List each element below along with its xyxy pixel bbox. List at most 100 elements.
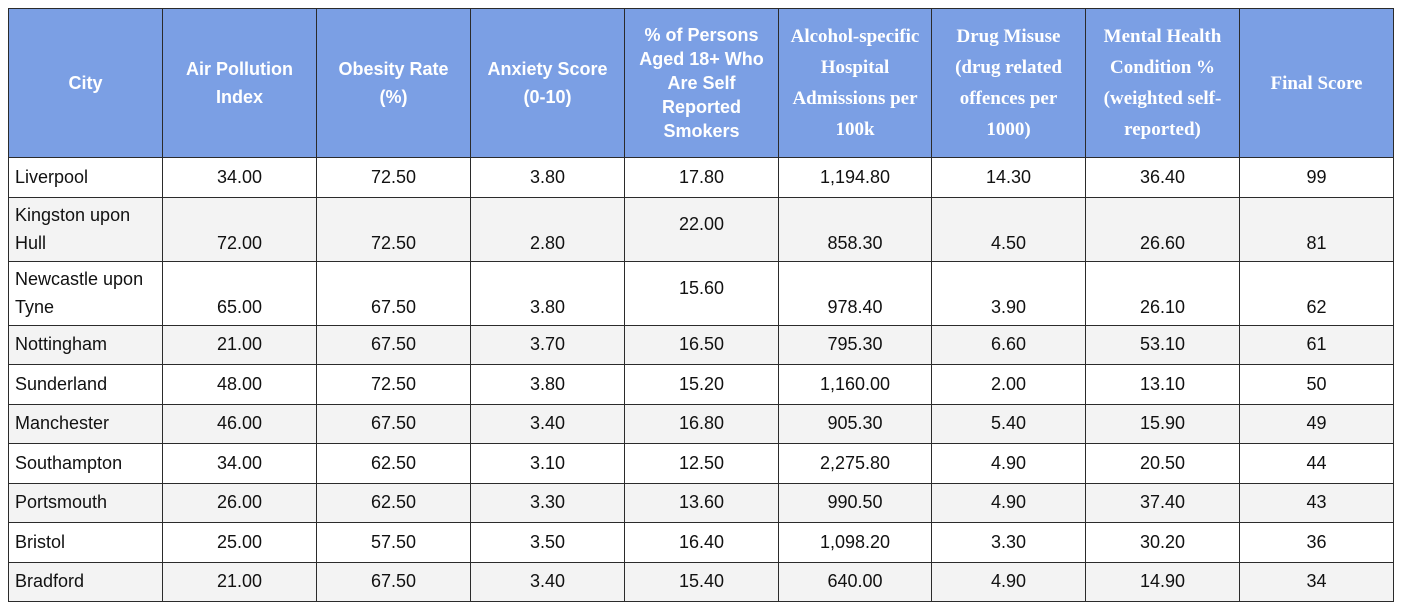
- table-row: Bradford 21.00 67.50 3.40 15.40 640.00 4…: [8, 561, 1394, 602]
- cell-final-score: 61: [1239, 324, 1394, 365]
- cell-air-pollution: 25.00: [162, 522, 317, 563]
- cell-anxiety: 3.10: [470, 443, 625, 484]
- cell-final-score: 62: [1239, 260, 1394, 326]
- cell-obesity: 72.50: [316, 364, 471, 405]
- cell-drug-misuse: 2.00: [931, 364, 1086, 405]
- table-row: Kingston upon Hull 72.00 72.50 2.80 22.0…: [8, 196, 1394, 262]
- table-row: Newcastle upon Tyne 65.00 67.50 3.80 15.…: [8, 260, 1394, 326]
- cell-city: Nottingham: [8, 324, 163, 365]
- header-alcohol: Alcohol-specific Hospital Admissions per…: [778, 8, 932, 158]
- cell-alcohol: 905.30: [778, 403, 932, 444]
- cell-final-score: 44: [1239, 443, 1394, 484]
- cell-mental-health: 30.20: [1085, 522, 1240, 563]
- cell-drug-misuse: 4.90: [931, 561, 1086, 602]
- cell-air-pollution: 65.00: [162, 260, 317, 326]
- cell-final-score: 99: [1239, 157, 1394, 198]
- cell-mental-health: 36.40: [1085, 157, 1240, 198]
- cell-smokers: 16.50: [624, 324, 779, 365]
- cell-alcohol: 1,098.20: [778, 522, 932, 563]
- cell-obesity: 57.50: [316, 522, 471, 563]
- cell-drug-misuse: 3.30: [931, 522, 1086, 563]
- table-row: Portsmouth 26.00 62.50 3.30 13.60 990.50…: [8, 482, 1394, 523]
- cell-alcohol: 640.00: [778, 561, 932, 602]
- cell-drug-misuse: 6.60: [931, 324, 1086, 365]
- cell-obesity: 67.50: [316, 561, 471, 602]
- cell-mental-health: 13.10: [1085, 364, 1240, 405]
- table-row: Manchester 46.00 67.50 3.40 16.80 905.30…: [8, 403, 1394, 444]
- cell-final-score: 34: [1239, 561, 1394, 602]
- cell-mental-health: 14.90: [1085, 561, 1240, 602]
- cell-drug-misuse: 5.40: [931, 403, 1086, 444]
- table-row: Nottingham 21.00 67.50 3.70 16.50 795.30…: [8, 324, 1394, 365]
- cell-final-score: 49: [1239, 403, 1394, 444]
- cell-anxiety: 3.80: [470, 157, 625, 198]
- cell-city: Bradford: [8, 561, 163, 602]
- table-header: City Air Pollution Index Obesity Rate (%…: [8, 8, 1394, 158]
- header-city: City: [8, 8, 163, 158]
- cell-air-pollution: 34.00: [162, 443, 317, 484]
- cell-alcohol: 795.30: [778, 324, 932, 365]
- cell-city: Newcastle upon Tyne: [8, 260, 163, 326]
- cell-air-pollution: 34.00: [162, 157, 317, 198]
- cell-alcohol: 1,194.80: [778, 157, 932, 198]
- cell-smokers: 17.80: [624, 157, 779, 198]
- cell-anxiety: 2.80: [470, 196, 625, 262]
- cell-air-pollution: 21.00: [162, 324, 317, 365]
- cell-smokers: 16.80: [624, 403, 779, 444]
- cell-final-score: 36: [1239, 522, 1394, 563]
- cell-mental-health: 20.50: [1085, 443, 1240, 484]
- cell-obesity: 72.50: [316, 157, 471, 198]
- cell-mental-health: 53.10: [1085, 324, 1240, 365]
- cell-anxiety: 3.80: [470, 364, 625, 405]
- cell-city: Southampton: [8, 443, 163, 484]
- header-mental-health: Mental Health Condition % (weighted self…: [1085, 8, 1240, 158]
- cell-smokers: 16.40: [624, 522, 779, 563]
- cell-mental-health: 26.10: [1085, 260, 1240, 326]
- cell-smokers: 13.60: [624, 482, 779, 523]
- cell-anxiety: 3.40: [470, 561, 625, 602]
- city-health-table: City Air Pollution Index Obesity Rate (%…: [8, 8, 1394, 602]
- cell-obesity: 67.50: [316, 324, 471, 365]
- cell-obesity: 67.50: [316, 403, 471, 444]
- cell-anxiety: 3.40: [470, 403, 625, 444]
- cell-drug-misuse: 4.50: [931, 196, 1086, 262]
- cell-air-pollution: 72.00: [162, 196, 317, 262]
- cell-drug-misuse: 4.90: [931, 443, 1086, 484]
- cell-smokers: 15.20: [624, 364, 779, 405]
- cell-air-pollution: 48.00: [162, 364, 317, 405]
- cell-drug-misuse: 14.30: [931, 157, 1086, 198]
- header-final-score: Final Score: [1239, 8, 1394, 158]
- cell-smokers: 22.00: [624, 196, 779, 262]
- cell-obesity: 62.50: [316, 443, 471, 484]
- cell-obesity: 67.50: [316, 260, 471, 326]
- cell-air-pollution: 26.00: [162, 482, 317, 523]
- cell-alcohol: 1,160.00: [778, 364, 932, 405]
- cell-air-pollution: 21.00: [162, 561, 317, 602]
- cell-mental-health: 37.40: [1085, 482, 1240, 523]
- cell-smokers: 15.40: [624, 561, 779, 602]
- cell-final-score: 50: [1239, 364, 1394, 405]
- header-row: City Air Pollution Index Obesity Rate (%…: [8, 8, 1394, 158]
- cell-drug-misuse: 3.90: [931, 260, 1086, 326]
- cell-city: Kingston upon Hull: [8, 196, 163, 262]
- cell-air-pollution: 46.00: [162, 403, 317, 444]
- cell-alcohol: 978.40: [778, 260, 932, 326]
- table-body: Liverpool 34.00 72.50 3.80 17.80 1,194.8…: [8, 157, 1394, 602]
- cell-obesity: 72.50: [316, 196, 471, 262]
- cell-mental-health: 26.60: [1085, 196, 1240, 262]
- cell-anxiety: 3.30: [470, 482, 625, 523]
- header-anxiety: Anxiety Score (0-10): [470, 8, 625, 158]
- cell-final-score: 81: [1239, 196, 1394, 262]
- cell-alcohol: 990.50: [778, 482, 932, 523]
- cell-city: Manchester: [8, 403, 163, 444]
- cell-final-score: 43: [1239, 482, 1394, 523]
- table-row: Sunderland 48.00 72.50 3.80 15.20 1,160.…: [8, 364, 1394, 405]
- table-row: Liverpool 34.00 72.50 3.80 17.80 1,194.8…: [8, 157, 1394, 198]
- header-drug-misuse: Drug Misuse (drug related offences per 1…: [931, 8, 1086, 158]
- cell-smokers: 15.60: [624, 260, 779, 326]
- table-row: Southampton 34.00 62.50 3.10 12.50 2,275…: [8, 443, 1394, 484]
- header-obesity: Obesity Rate (%): [316, 8, 471, 158]
- cell-mental-health: 15.90: [1085, 403, 1240, 444]
- header-air-pollution: Air Pollution Index: [162, 8, 317, 158]
- cell-smokers: 12.50: [624, 443, 779, 484]
